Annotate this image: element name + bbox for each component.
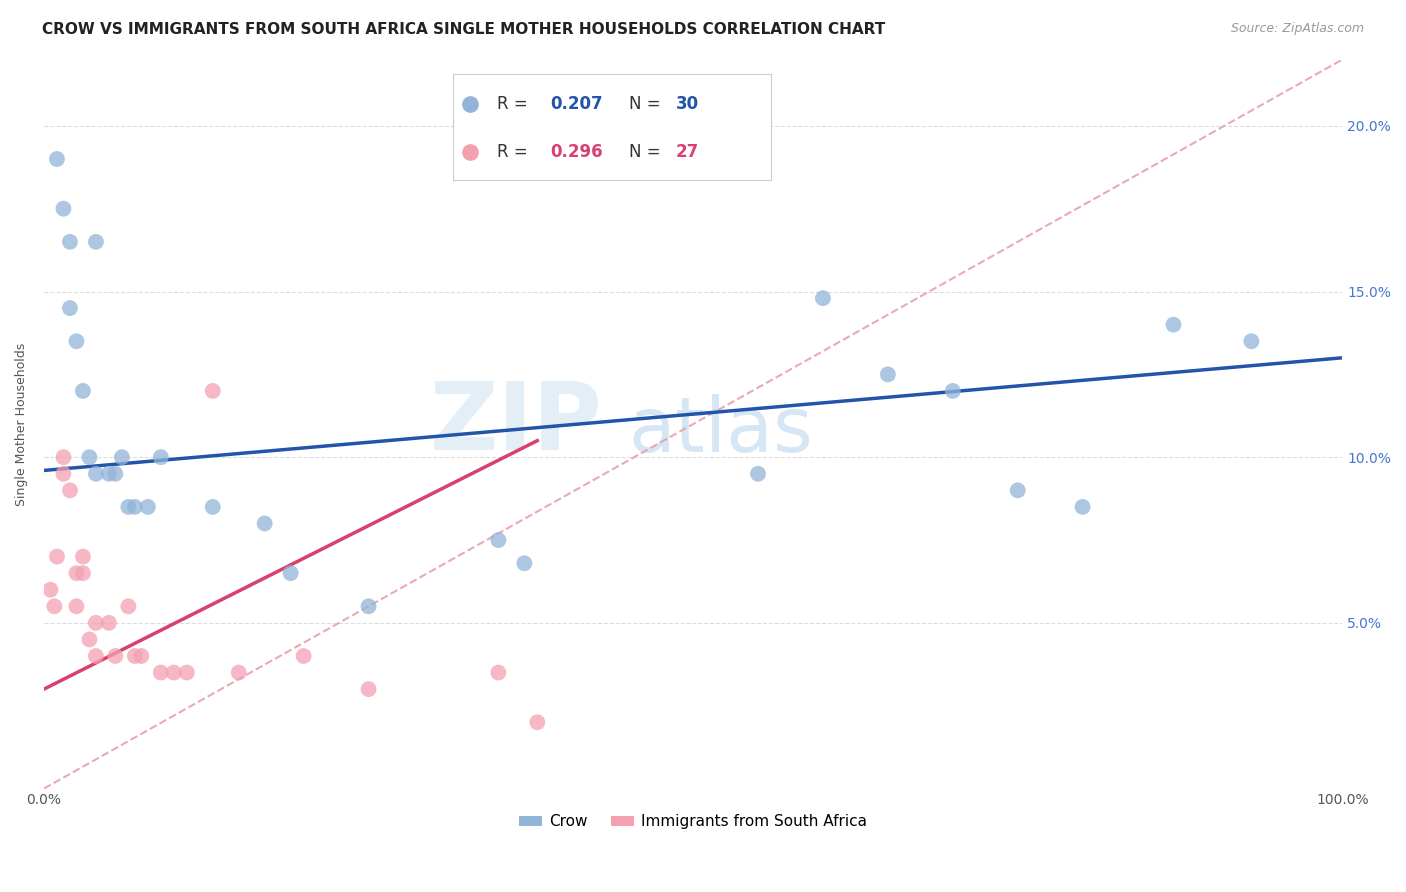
Y-axis label: Single Mother Households: Single Mother Households	[15, 343, 28, 506]
Point	[65, 566, 87, 581]
Point	[59, 483, 82, 498]
Point	[72, 566, 94, 581]
Point	[84, 648, 107, 663]
Point	[104, 467, 127, 481]
Text: Source: ZipAtlas.com: Source: ZipAtlas.com	[1230, 22, 1364, 36]
Point	[513, 556, 536, 570]
Point	[292, 648, 315, 663]
Point	[253, 516, 276, 531]
Point	[357, 599, 380, 614]
Point	[124, 500, 146, 514]
Point	[942, 384, 965, 398]
Point	[136, 500, 159, 514]
Text: ZIP: ZIP	[429, 378, 602, 470]
Legend: Crow, Immigrants from South Africa: Crow, Immigrants from South Africa	[513, 808, 873, 836]
Point	[117, 500, 139, 514]
Point	[46, 152, 69, 166]
Point	[65, 599, 87, 614]
Point	[486, 533, 509, 547]
Text: CROW VS IMMIGRANTS FROM SOUTH AFRICA SINGLE MOTHER HOUSEHOLDS CORRELATION CHART: CROW VS IMMIGRANTS FROM SOUTH AFRICA SIN…	[42, 22, 886, 37]
Point	[72, 549, 94, 564]
Point	[84, 615, 107, 630]
Text: atlas: atlas	[628, 394, 813, 468]
Point	[52, 450, 75, 465]
Point	[111, 450, 134, 465]
Point	[201, 500, 224, 514]
Point	[59, 301, 82, 315]
Point	[526, 715, 548, 730]
Point	[52, 202, 75, 216]
Point	[811, 291, 834, 305]
Point	[163, 665, 186, 680]
Point	[228, 665, 250, 680]
Point	[52, 467, 75, 481]
Point	[104, 648, 127, 663]
Point	[1071, 500, 1094, 514]
Point	[1240, 334, 1263, 349]
Point	[84, 235, 107, 249]
Point	[486, 665, 509, 680]
Point	[59, 235, 82, 249]
Point	[65, 334, 87, 349]
Point	[876, 368, 898, 382]
Point	[97, 467, 120, 481]
Point	[149, 450, 172, 465]
Point	[124, 648, 146, 663]
Point	[44, 599, 66, 614]
Point	[747, 467, 769, 481]
Point	[72, 384, 94, 398]
Point	[131, 648, 153, 663]
Point	[357, 682, 380, 697]
Point	[201, 384, 224, 398]
Point	[176, 665, 198, 680]
Point	[84, 467, 107, 481]
Point	[79, 450, 101, 465]
Point	[97, 615, 120, 630]
Point	[1163, 318, 1185, 332]
Point	[280, 566, 302, 581]
Point	[79, 632, 101, 647]
Point	[117, 599, 139, 614]
Point	[1007, 483, 1029, 498]
Point	[46, 549, 69, 564]
Point	[149, 665, 172, 680]
Point	[39, 582, 62, 597]
